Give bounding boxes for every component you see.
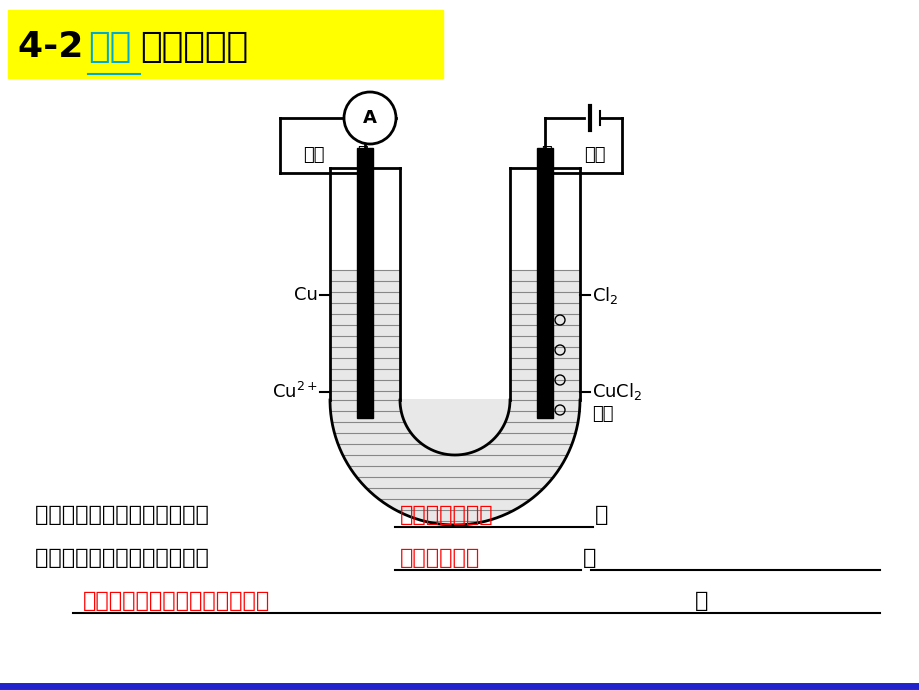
Bar xyxy=(8,10,443,78)
Text: ，: ， xyxy=(583,548,596,568)
Text: 溶液: 溶液 xyxy=(591,405,613,423)
Text: 阳极: 阳极 xyxy=(584,146,605,164)
Circle shape xyxy=(344,92,395,144)
Text: 氯化铜实验: 氯化铜实验 xyxy=(140,30,248,64)
Polygon shape xyxy=(330,400,579,525)
Text: A: A xyxy=(363,109,377,127)
Text: Cl$_2$: Cl$_2$ xyxy=(591,284,618,306)
Bar xyxy=(331,270,399,399)
Text: 有红色物质析出: 有红色物质析出 xyxy=(400,505,494,525)
Text: ＋: ＋ xyxy=(541,145,551,163)
Text: 能使湿润的碘化钾淀粉试纸变蓝: 能使湿润的碘化钾淀粉试纸变蓝 xyxy=(83,591,270,611)
Text: Cu: Cu xyxy=(294,286,318,304)
Text: 4-2: 4-2 xyxy=(18,30,96,64)
Text: 生成的气体，: 生成的气体， xyxy=(400,548,480,568)
Bar xyxy=(357,148,372,418)
Bar xyxy=(537,148,552,418)
Text: Cu$^{2+}$: Cu$^{2+}$ xyxy=(272,382,318,402)
Text: 电解: 电解 xyxy=(88,30,131,64)
Text: 接电源负极的电极（阴极）上: 接电源负极的电极（阴极）上 xyxy=(35,505,216,525)
Bar xyxy=(510,270,578,399)
Text: －: － xyxy=(357,145,368,163)
Text: 接电源正极的电极（阳极）上: 接电源正极的电极（阳极）上 xyxy=(35,548,216,568)
Text: CuCl$_2$: CuCl$_2$ xyxy=(591,382,641,402)
Text: ；: ； xyxy=(595,505,607,525)
Text: 阴极: 阴极 xyxy=(303,146,324,164)
Text: 。: 。 xyxy=(694,591,708,611)
